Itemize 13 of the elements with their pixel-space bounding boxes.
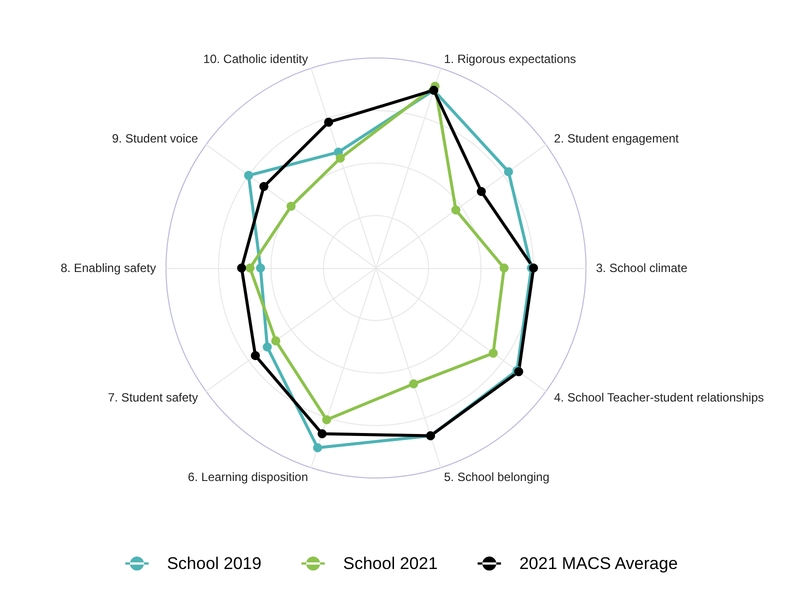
spoke-label: 3. School climate <box>596 261 688 275</box>
legend-label: School 2019 <box>166 554 262 573</box>
spoke-label: 2. Student engagement <box>554 132 680 146</box>
spoke-label: 1. Rigorous expectations <box>444 52 576 66</box>
legend-label: School 2021 <box>343 554 438 573</box>
spoke-label: 8. Enabling safety <box>60 261 156 275</box>
spoke-label: 9. Student voice <box>112 132 198 146</box>
spoke-label: 5. School belonging <box>444 470 550 484</box>
spoke-label: 7. Student safety <box>108 390 198 404</box>
legend-label: 2021 MACS Average <box>519 554 678 573</box>
spoke-label: 4. School Teacher-student relationships <box>554 390 764 404</box>
spoke-label: 10. Catholic identity <box>203 52 308 66</box>
spoke-label: 6. Learning disposition <box>188 470 308 484</box>
